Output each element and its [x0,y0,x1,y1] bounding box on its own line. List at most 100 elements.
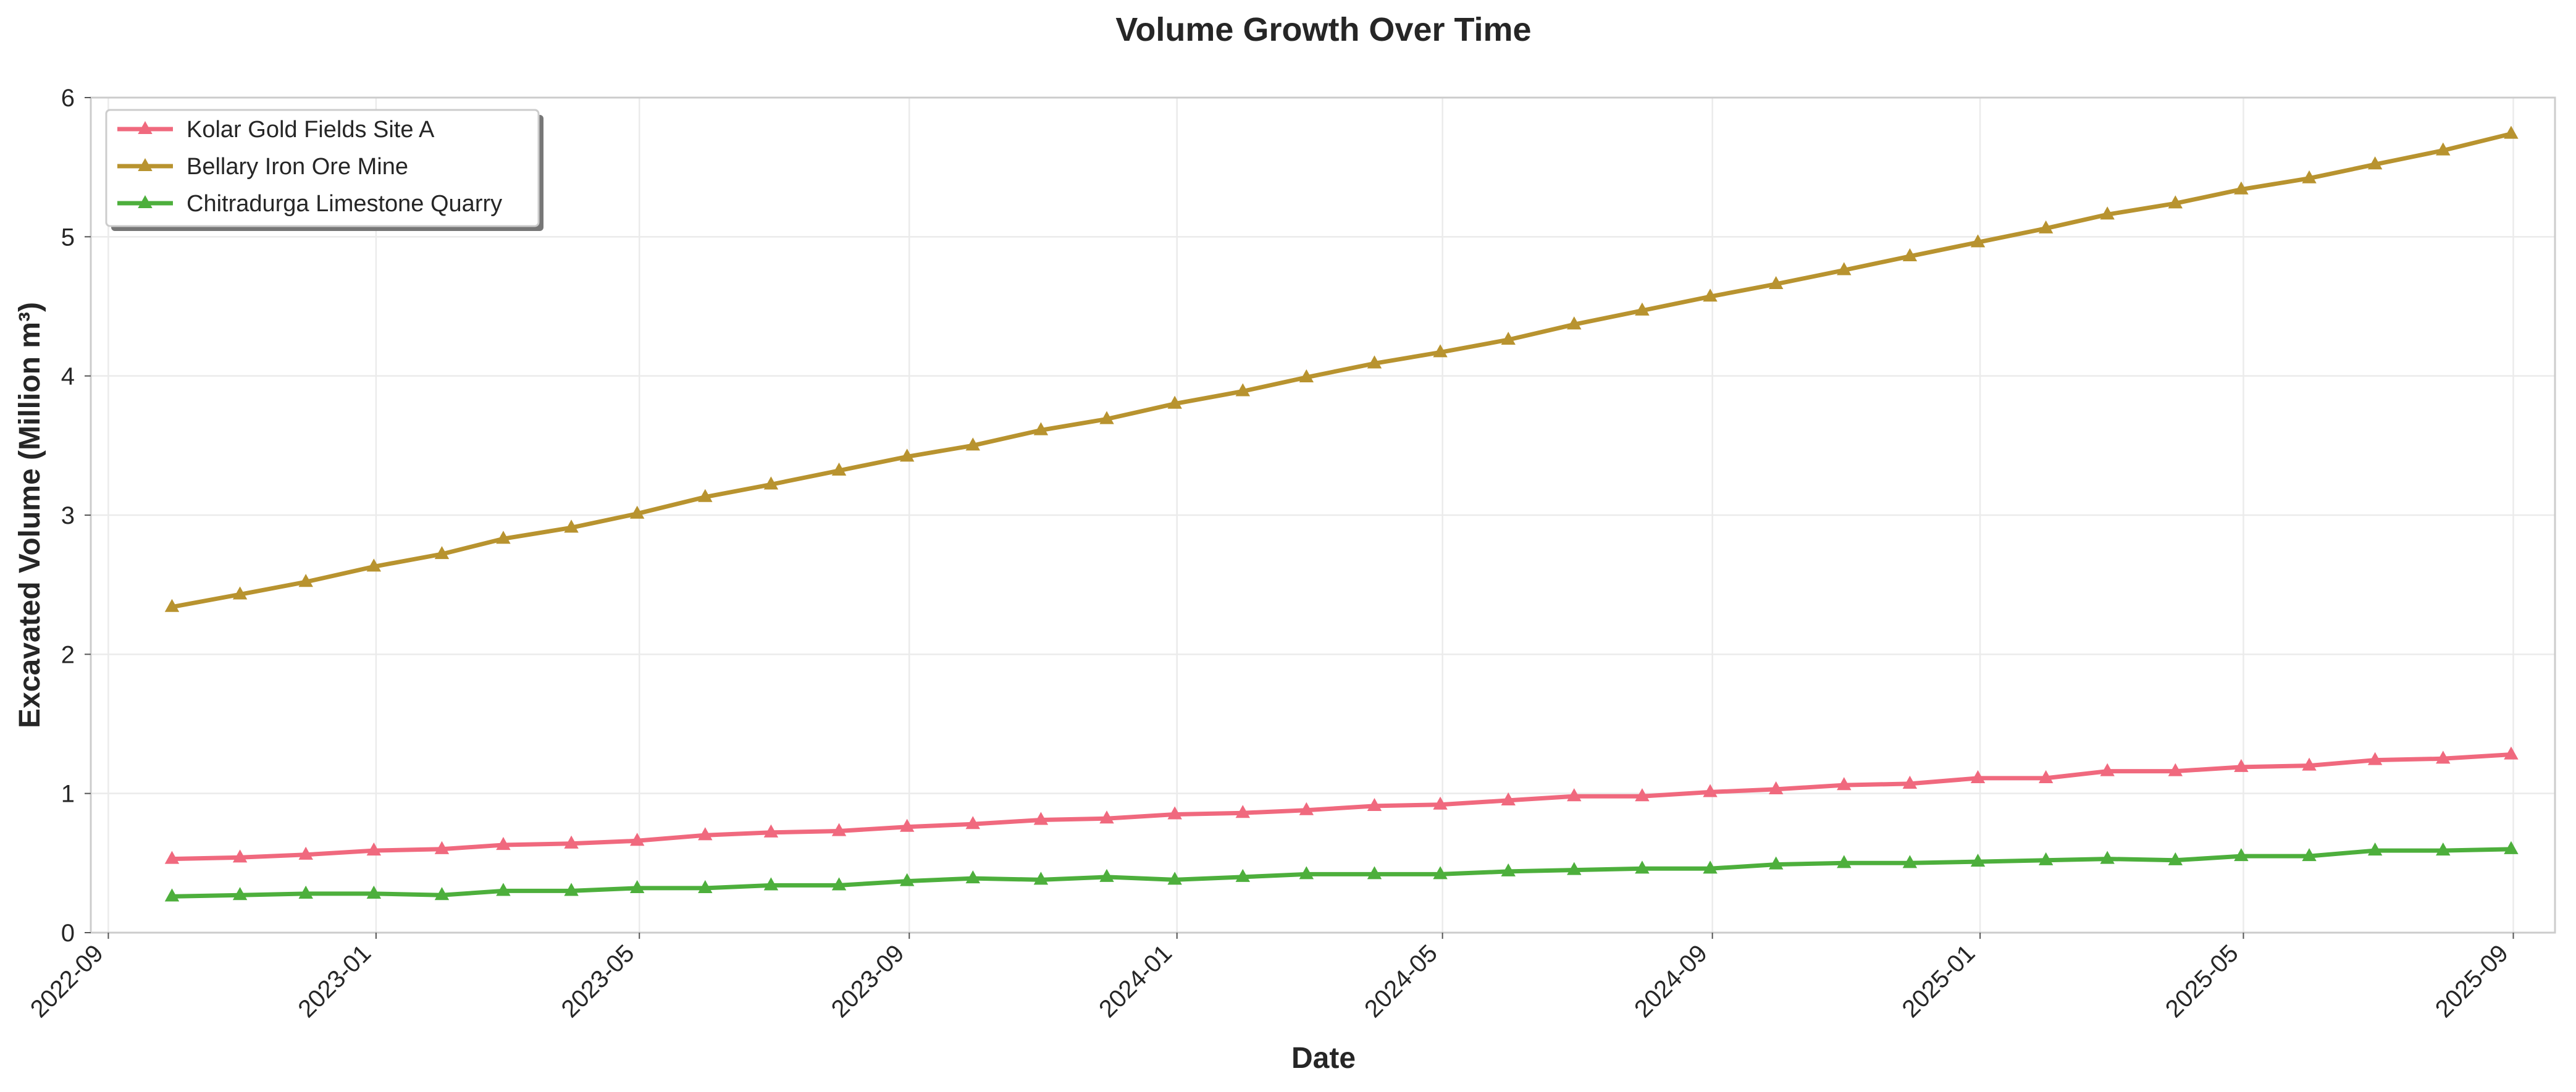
data-point-marker [2234,181,2249,195]
data-point-marker [1033,872,1049,885]
data-point-marker [2100,206,2115,220]
legend-item: Chitradurga Limestone Quarry [117,191,502,217]
data-point-marker [298,846,313,860]
data-point-marker [366,885,382,899]
data-point-marker [1703,860,1718,874]
series-0 [164,746,2519,864]
y-tick-label: 1 [61,781,75,808]
data-point-marker [629,505,645,519]
data-point-marker [366,842,382,856]
legend-item: Kolar Gold Fields Site A [117,117,435,143]
x-tick-label: 2024-01 [1094,939,1177,1023]
data-point-marker [496,531,511,544]
x-tick-label: 2025-09 [2430,939,2514,1023]
data-point-marker [1235,805,1251,818]
data-point-marker [831,877,847,891]
data-point-marker [2436,750,2451,764]
data-point-marker [831,823,847,836]
x-tick-label: 2023-05 [556,939,640,1023]
data-point-marker [831,462,847,476]
series-line [170,752,2514,862]
data-point-marker [1768,275,1784,290]
legend-marker-swatch [138,121,153,135]
data-point-marker [1433,344,1448,358]
data-point-marker [1635,788,1650,802]
data-point-marker [564,883,579,896]
data-point-marker [1099,810,1114,824]
data-point-marker [1902,855,1918,868]
data-point-marker [1837,262,1852,275]
data-point-marker [2100,850,2115,864]
data-point-marker [900,448,915,462]
data-point-marker [2234,758,2249,772]
y-tick-label: 2 [61,641,75,668]
data-point-marker [900,818,915,832]
data-point-marker [1501,863,1516,876]
data-point-marker [2367,842,2383,856]
x-tick-label: 2023-01 [293,939,376,1023]
data-point-marker [1635,860,1650,874]
x-tick-label: 2022-09 [25,939,109,1023]
legend: Kolar Gold Fields Site A Bellary Iron Ore… [105,109,543,231]
data-point-marker [1299,866,1314,880]
data-point-marker [965,870,980,884]
y-tick-label: 5 [61,224,75,251]
x-tick-label: 2024-05 [1359,939,1443,1023]
y-tick-label: 0 [61,920,75,947]
series-line [170,847,2514,899]
legend-box [105,109,540,227]
data-point-marker [2168,852,2183,865]
data-point-marker [965,816,980,830]
data-point-marker [629,833,645,846]
data-point-marker [1033,422,1049,435]
x-tick-label: 2024-09 [1629,939,1713,1023]
data-point-marker [2367,752,2383,765]
data-point-marker [1501,792,1516,805]
data-point-marker [1902,775,1918,789]
y-tick-label: 3 [61,502,75,529]
data-point-marker [1970,770,1986,783]
data-point-marker [2168,763,2183,776]
data-point-marker [1235,383,1251,397]
data-point-marker [1367,797,1382,812]
legend-marker-swatch [138,195,153,209]
chart-title: Volume Growth Over Time [1115,11,1531,48]
data-point-marker [763,824,779,838]
data-point-marker [164,888,180,902]
data-point-marker [698,880,713,893]
data-point-marker [2039,770,2054,783]
data-point-marker [2436,142,2451,156]
data-point-marker [434,841,450,854]
data-point-marker [564,835,579,849]
y-axis-label: Excavated Volume (Million m³) [14,302,46,728]
legend-label: Bellary Iron Ore Mine [187,154,408,180]
data-point-marker [1033,812,1049,825]
y-tick-label: 6 [61,85,75,112]
data-point-marker [232,586,248,600]
data-point-marker [1367,866,1382,880]
y-tick-label: 4 [61,363,75,390]
data-point-marker [1099,868,1114,882]
x-axis-label: Date [1291,1042,1356,1075]
legend-item: Bellary Iron Ore Mine [117,154,408,180]
data-point-marker [2504,746,2519,760]
data-point-marker [698,489,713,502]
data-point-marker [1433,866,1448,880]
data-point-marker [1837,777,1852,791]
series-2 [164,841,2519,902]
data-point-marker [1902,248,1918,261]
data-point-marker [496,883,511,896]
data-point-marker [763,476,779,490]
data-point-marker [1635,302,1650,316]
series-group [164,125,2519,902]
data-point-marker [1703,784,1718,797]
legend-marker-swatch [138,158,153,172]
data-point-marker [2302,757,2317,771]
data-point-marker [1567,788,1582,802]
data-point-marker [2039,220,2054,233]
x-tick-label: 2025-05 [2160,939,2244,1023]
data-point-marker [2100,763,2115,776]
data-point-marker [434,887,450,901]
